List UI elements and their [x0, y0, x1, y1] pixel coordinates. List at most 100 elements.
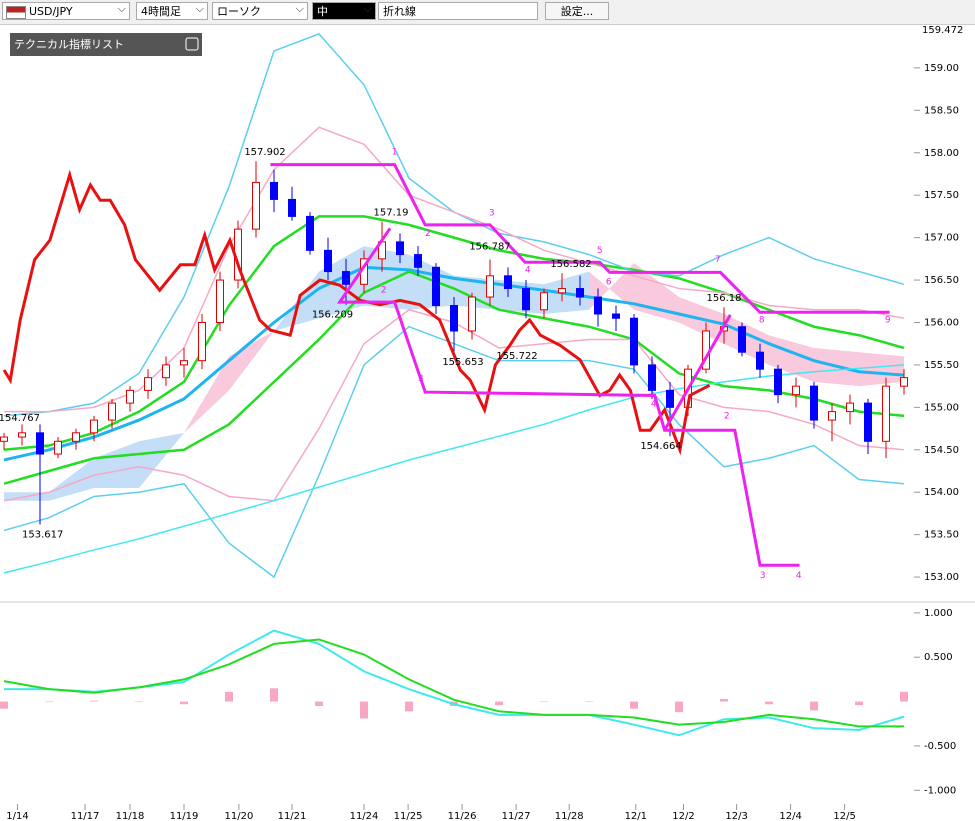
x-tick-label: 12/4	[779, 811, 801, 821]
macd-y-tick-label: 0.500	[924, 652, 953, 663]
wave-label: 3	[760, 571, 766, 581]
cloud-segment	[274, 271, 319, 331]
low-label: 156.209	[312, 310, 353, 321]
y-tick-label: 156.00	[924, 317, 959, 328]
red-line	[2, 169, 711, 456]
wave-label: 3	[489, 209, 495, 219]
y-tick-label: 159.00	[924, 63, 959, 74]
low-label: 154.664	[640, 441, 681, 452]
wave-label: 6	[606, 277, 612, 287]
candle-body	[864, 402, 872, 442]
x-tick-label: 12/5	[833, 811, 855, 821]
indicator-line	[3, 215, 905, 452]
style-select[interactable]: ローソク	[212, 0, 308, 20]
cloud-segment	[409, 254, 454, 310]
candle-body	[126, 389, 134, 404]
indicator-panel-title: テクニカル指標リスト	[14, 37, 124, 51]
candle-body	[432, 266, 440, 307]
cloud-segment	[49, 458, 94, 501]
indicator-line	[4, 126, 905, 413]
x-tick-label: 12/1	[625, 811, 647, 821]
wave-label: 4	[525, 265, 531, 275]
macd-line	[4, 629, 905, 737]
x-tick-label: 11/27	[502, 811, 531, 821]
size-select[interactable]: 中	[312, 0, 376, 20]
candle-body	[270, 181, 278, 200]
macd-bar	[0, 701, 8, 709]
candle-body	[90, 419, 98, 434]
y-tick-label: 158.50	[924, 105, 959, 116]
macd-bar	[720, 698, 728, 702]
candle-body	[612, 313, 620, 319]
macd-bar	[135, 701, 143, 703]
macd-bar	[225, 691, 233, 702]
wave-label: 1	[392, 147, 398, 157]
y-tick-label: 154.50	[924, 445, 959, 456]
candle-body	[738, 326, 746, 353]
cloud-segment	[364, 246, 409, 310]
x-tick-label: 11/19	[170, 811, 199, 821]
y-tick-label: 153.50	[924, 530, 959, 541]
candle-body	[486, 275, 494, 298]
macd-bar	[630, 701, 638, 709]
wave-line	[270, 163, 890, 314]
x-tick-label: 11/21	[278, 811, 307, 821]
x-tick-label: 11/24	[350, 811, 379, 821]
cloud-segment	[859, 352, 904, 387]
candle-body	[144, 377, 152, 391]
candle-body	[54, 440, 62, 455]
wave-label: 4	[796, 571, 802, 581]
y-tick-label: 157.50	[924, 190, 959, 201]
wave-line	[336, 227, 800, 567]
high-label: 156.18	[707, 293, 742, 304]
high-label: 154.767	[0, 413, 40, 424]
candle-body	[594, 296, 602, 315]
macd-bar	[675, 701, 683, 713]
candle-body	[450, 305, 458, 332]
candle-body	[396, 241, 404, 256]
candle-body	[522, 288, 530, 311]
macd-bar	[810, 701, 818, 711]
high-label: 156.582	[550, 259, 591, 270]
wave-label: 5	[597, 246, 603, 256]
macd-bar	[765, 701, 773, 705]
candle-body	[504, 275, 512, 290]
macd-bar	[270, 688, 278, 702]
macd-y-tick-label: 1.000	[924, 608, 953, 619]
candle-body	[414, 254, 422, 268]
indicator-panel[interactable]	[10, 33, 202, 56]
y-tick-label: 154.00	[924, 487, 959, 498]
indicator-line	[3, 265, 905, 462]
candle-body	[180, 360, 188, 366]
macd-bar	[315, 701, 323, 706]
macd-bar	[855, 701, 863, 706]
size: 中	[317, 5, 328, 18]
macd-bar	[90, 700, 98, 702]
candle-body	[630, 317, 638, 366]
macd-line	[3, 638, 904, 728]
candle-body	[576, 288, 584, 298]
wave-label: 7	[715, 255, 721, 265]
candle-body	[252, 181, 260, 230]
settings-button[interactable]: 設定...	[545, 2, 609, 20]
cloud-segment	[229, 330, 274, 391]
candle-body	[216, 279, 224, 323]
settings-text: 設定...	[560, 5, 594, 18]
wave-label: 4	[651, 399, 657, 409]
low-label: 155.653	[442, 357, 483, 368]
candle-body	[666, 389, 674, 408]
line-type-text: 折れ線	[383, 5, 416, 18]
cloud-segment	[184, 356, 229, 433]
candle-body	[306, 215, 314, 251]
wave-label: 9	[885, 315, 891, 325]
macd-y-tick-label: -0.500	[924, 741, 956, 752]
timeframe-select[interactable]: 4時間足	[136, 0, 208, 20]
candle-body	[0, 436, 8, 442]
panel-button[interactable]	[185, 37, 199, 51]
macd-y-tick-label: -1.000	[924, 785, 956, 796]
high-label: 157.902	[244, 147, 285, 158]
low-label: 155.722	[496, 351, 537, 362]
symbol-select[interactable]: USD/JPY	[2, 0, 130, 20]
line-type[interactable]: 折れ線	[378, 2, 538, 20]
high-label: 157.19	[374, 207, 409, 218]
